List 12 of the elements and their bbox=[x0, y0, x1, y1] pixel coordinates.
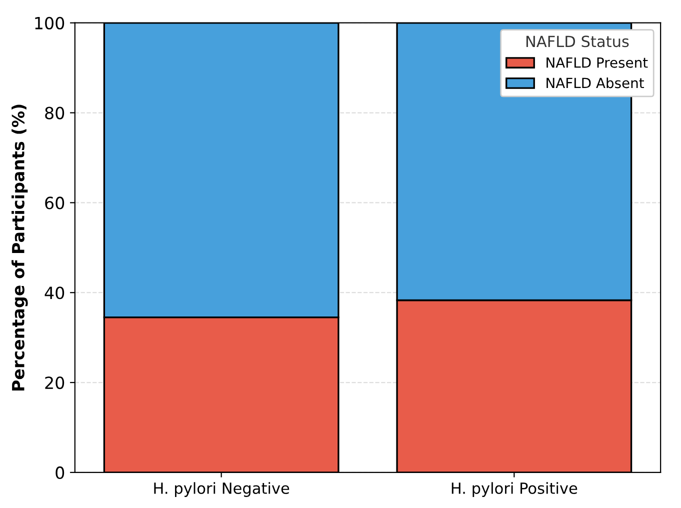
legend-label: NAFLD Present bbox=[546, 58, 648, 68]
x-tick-label: H. pylori Negative bbox=[154, 482, 290, 497]
y-tick-label: 40 bbox=[44, 286, 64, 300]
y-tick-label: 60 bbox=[45, 196, 64, 210]
y-axis-title: Percentage of Participants (%) bbox=[12, 104, 28, 390]
x-tick-label: H. pylori Positive bbox=[452, 482, 578, 497]
legend-label: NAFLD Absent bbox=[546, 77, 644, 88]
y-tick-label: 100 bbox=[35, 16, 64, 30]
legend-title: NAFLD Status bbox=[526, 36, 629, 48]
y-tick-label: 20 bbox=[45, 376, 64, 390]
y-tick-label: 80 bbox=[45, 106, 64, 120]
y-tick-label: 0 bbox=[56, 466, 64, 480]
